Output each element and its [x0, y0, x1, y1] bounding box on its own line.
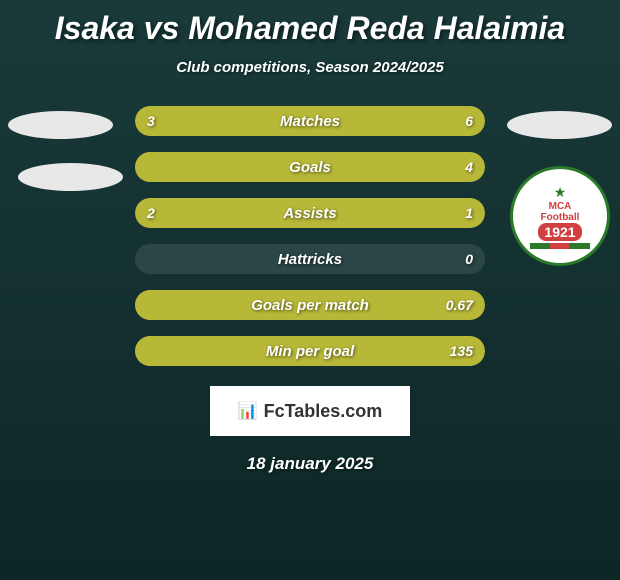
stat-row: 3Matches6 — [135, 106, 485, 136]
stat-label: Matches — [135, 106, 485, 136]
player1-avatar-placeholder — [8, 111, 113, 139]
stat-row: Hattricks0 — [135, 244, 485, 274]
stat-value-right: 1 — [465, 198, 473, 228]
content: ★ MCA Football 1921 3Matches6 Goals4 2Assi… — [0, 106, 620, 474]
chart-icon: 📊 — [238, 401, 258, 421]
stat-label: Goals per match — [135, 290, 485, 320]
badge-text-mid: Football — [541, 212, 580, 223]
stat-label: Min per goal — [135, 336, 485, 366]
stat-value-right: 0.67 — [446, 290, 473, 320]
player2-club-badge: ★ MCA Football 1921 — [510, 166, 610, 266]
date-label: 18 january 2025 — [0, 454, 620, 474]
badge-text-top: MCA — [549, 201, 572, 212]
stat-value-right: 135 — [450, 336, 473, 366]
fctables-logo[interactable]: 📊 FcTables.com — [210, 386, 410, 436]
stats-list: 3Matches6 Goals4 2Assists1 Hattricks0 Goals … — [135, 106, 485, 366]
stat-label: Assists — [135, 198, 485, 228]
stat-value-right: 4 — [465, 152, 473, 182]
player1-club-placeholder — [18, 163, 123, 191]
stat-label: Goals — [135, 152, 485, 182]
stat-row: Goals per match0.67 — [135, 290, 485, 320]
badge-stripes-icon — [530, 243, 590, 249]
page-title: Isaka vs Mohamed Reda Halaimia — [0, 0, 620, 47]
stat-value-right: 6 — [465, 106, 473, 136]
stat-row: Goals4 — [135, 152, 485, 182]
logo-text: FcTables.com — [264, 401, 383, 422]
stat-value-right: 0 — [465, 244, 473, 274]
player2-avatar-placeholder — [507, 111, 612, 139]
badge-star-icon: ★ — [554, 184, 567, 201]
badge-year: 1921 — [538, 223, 581, 241]
stat-row: 2Assists1 — [135, 198, 485, 228]
stat-label: Hattricks — [135, 244, 485, 274]
subtitle: Club competitions, Season 2024/2025 — [0, 59, 620, 76]
stat-row: Min per goal135 — [135, 336, 485, 366]
